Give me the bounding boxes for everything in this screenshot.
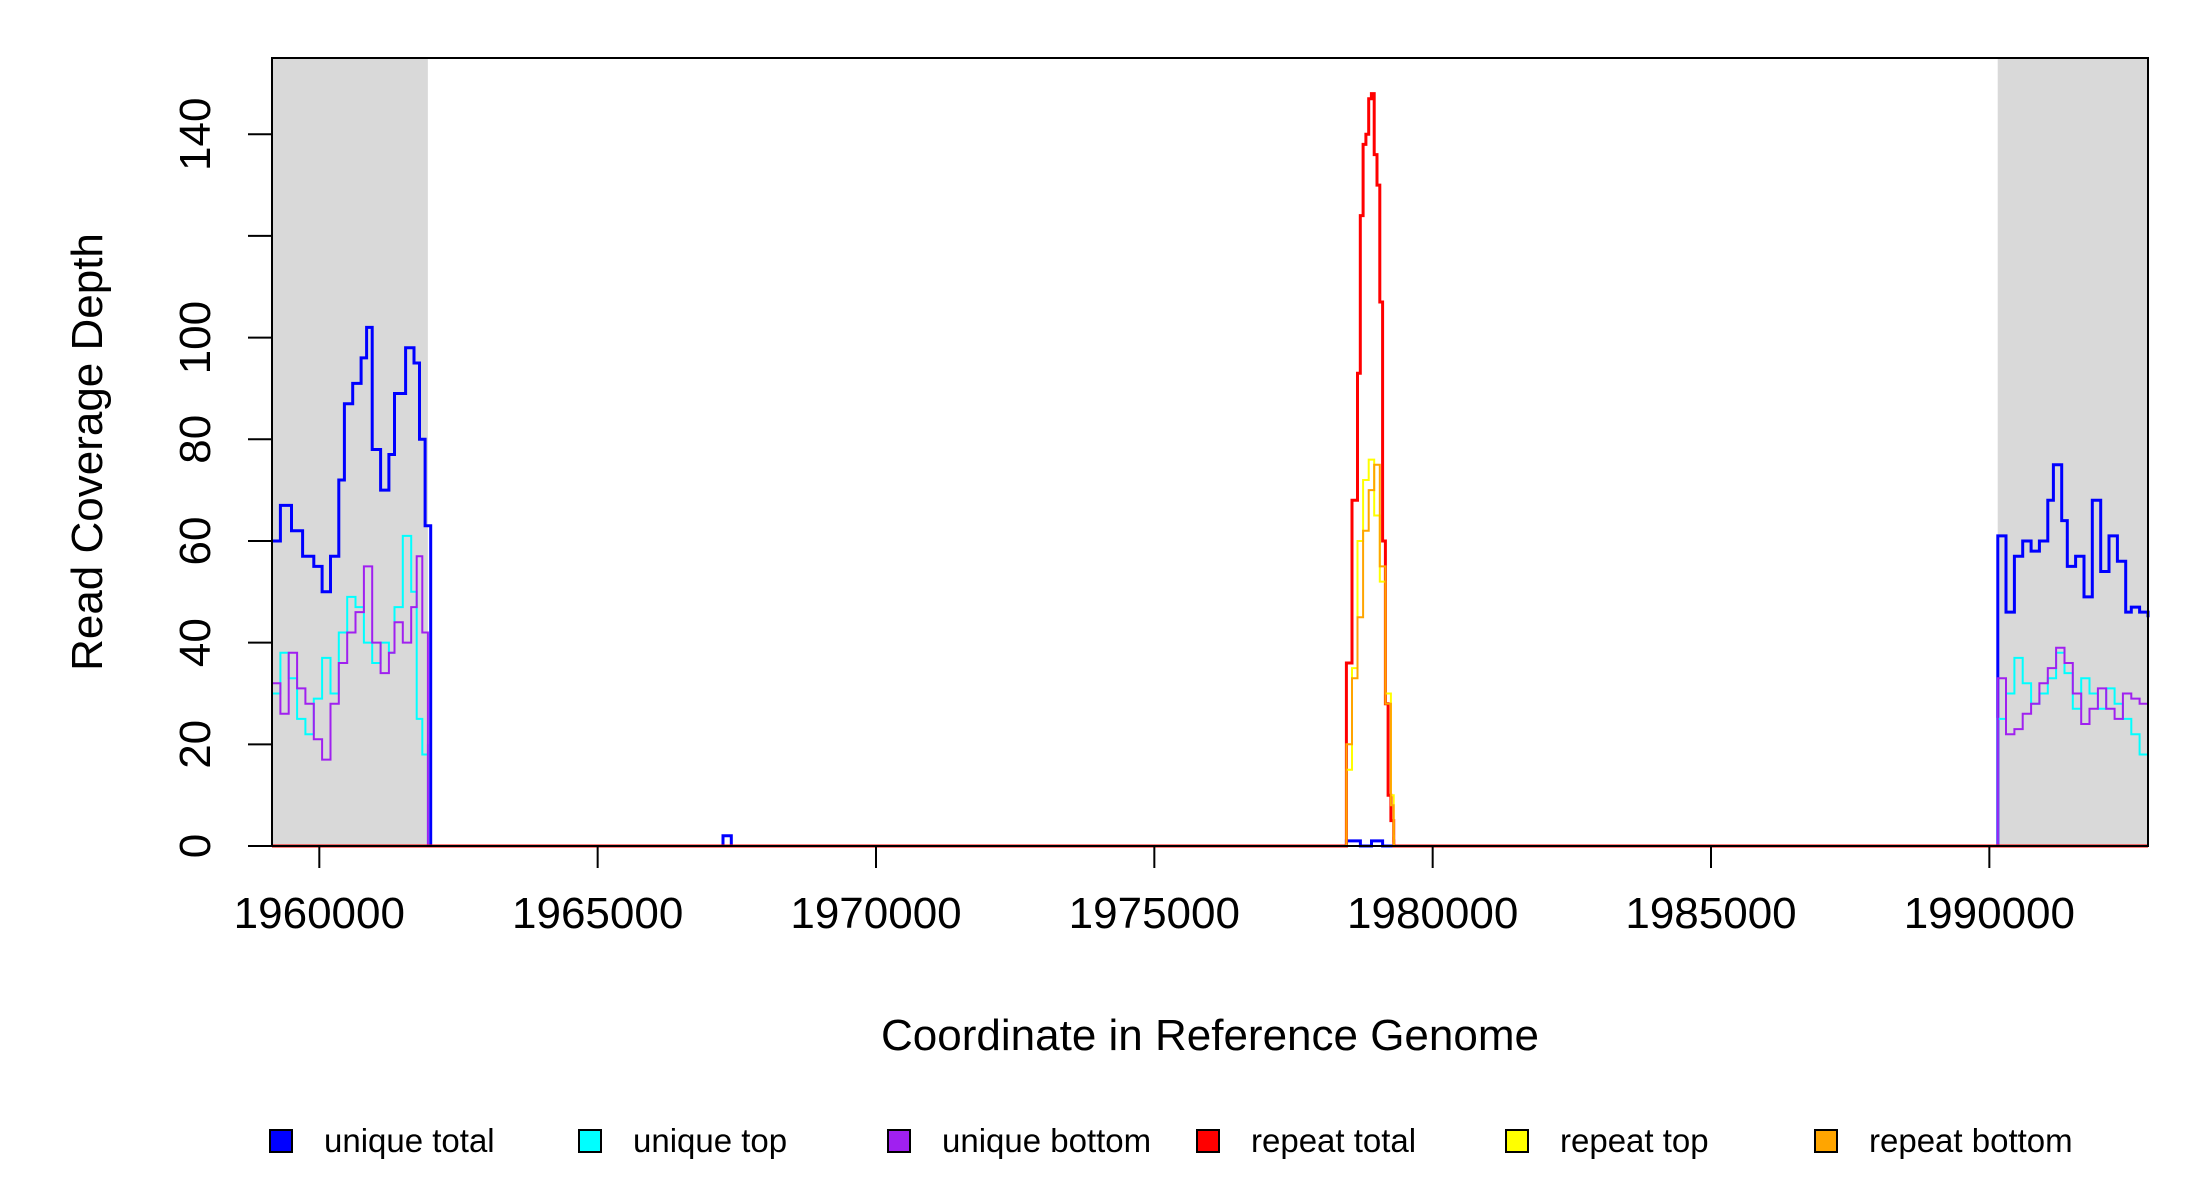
- y-axis-label: Read Coverage Depth: [63, 233, 112, 671]
- y-tick-label: 140: [171, 98, 220, 171]
- legend-label-unique-total: unique total: [324, 1122, 495, 1159]
- legend-swatch-repeat-total: [1196, 1129, 1220, 1153]
- y-tick-label: 60: [171, 516, 220, 565]
- x-tick-label: 1965000: [512, 889, 683, 938]
- x-tick-label: 1975000: [1069, 889, 1240, 938]
- series-lines: [272, 92, 2150, 848]
- shaded-region-2: [1997, 58, 2148, 846]
- y-axis: 0 20 40 60 80 100 140: [171, 98, 273, 858]
- y-tick-label: 20: [171, 720, 220, 769]
- legend-label-repeat-bottom: repeat bottom: [1869, 1122, 2073, 1159]
- legend-label-unique-top: unique top: [633, 1122, 787, 1159]
- y-tick-label: 100: [171, 301, 220, 374]
- legend-swatch-unique-bottom: [887, 1129, 911, 1153]
- x-tick-label: 1960000: [234, 889, 405, 938]
- series-line-unique-bottom: [272, 555, 2149, 847]
- x-axis: 1960000 1965000 1970000 1975000 1980000 19850…: [234, 845, 2075, 938]
- legend-swatch-repeat-top: [1505, 1129, 1529, 1153]
- x-axis-label: Coordinate in Reference Genome: [881, 1011, 1539, 1060]
- legend-label-unique-bottom: unique bottom: [942, 1122, 1151, 1159]
- x-tick-label: 1970000: [790, 889, 961, 938]
- legend: unique total unique top unique bottom repea…: [269, 1122, 2073, 1159]
- series-line-repeat-bottom: [272, 463, 2148, 847]
- x-tick-label: 1980000: [1347, 889, 1518, 938]
- y-tick-label: 40: [171, 618, 220, 667]
- y-tick-label: 80: [171, 415, 220, 464]
- legend-swatch-unique-total: [269, 1129, 293, 1153]
- series-line-repeat-top: [272, 458, 2148, 847]
- x-tick-label: 1985000: [1625, 889, 1796, 938]
- series-line-repeat-total: [272, 92, 2148, 848]
- plot-frame: [271, 57, 2149, 847]
- legend-label-repeat-total: repeat total: [1251, 1122, 1416, 1159]
- legend-swatch-unique-top: [578, 1129, 602, 1153]
- series-line-unique-total: [272, 325, 2150, 848]
- series-line-unique-top: [272, 534, 2149, 847]
- shaded-regions: [272, 58, 2148, 846]
- legend-label-repeat-top: repeat top: [1560, 1122, 1709, 1159]
- shaded-region-1: [272, 58, 428, 846]
- x-tick-label: 1990000: [1904, 889, 2075, 938]
- legend-swatch-repeat-bottom: [1814, 1129, 1838, 1153]
- y-tick-label: 0: [171, 834, 220, 858]
